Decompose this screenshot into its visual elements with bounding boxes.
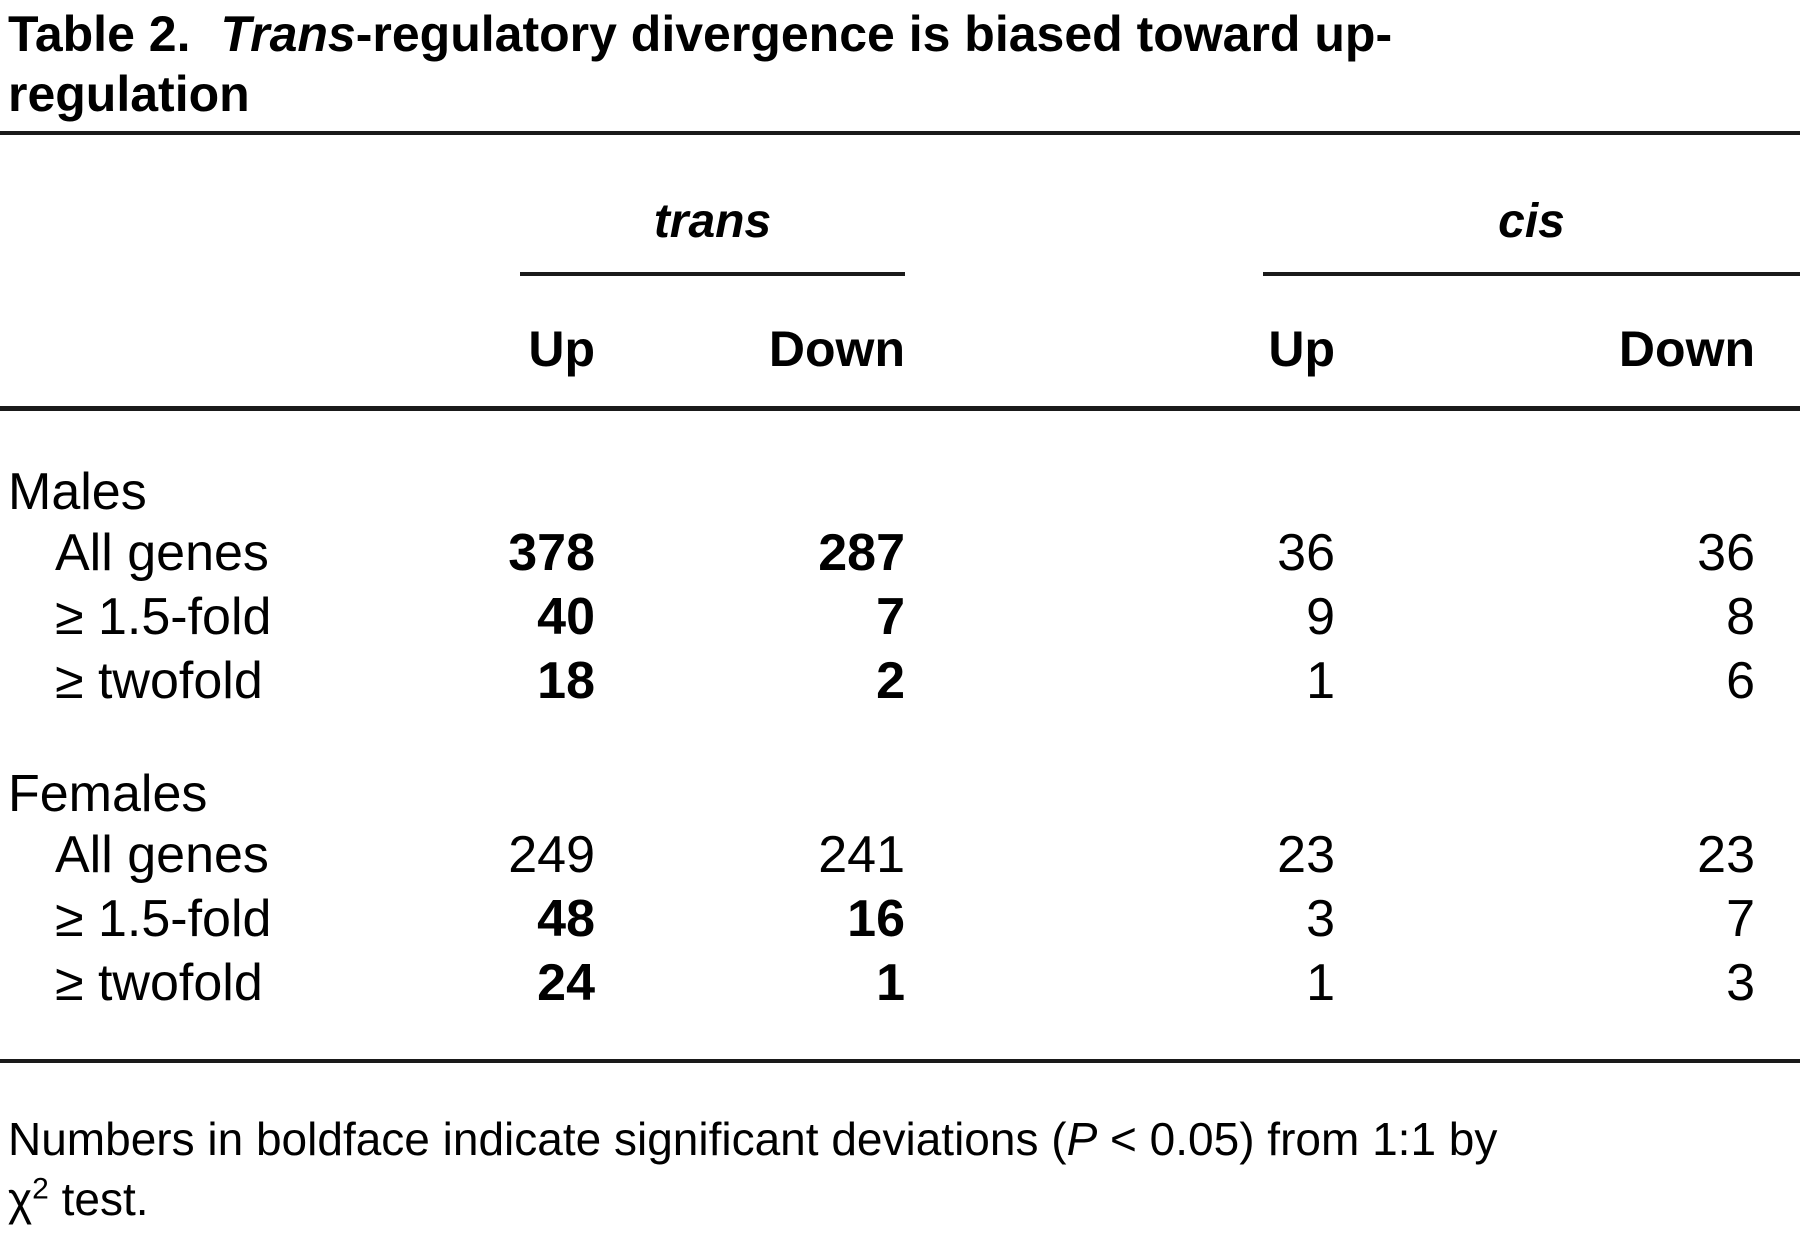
value-cell: 241 [818,825,905,884]
table-body: Males All genes 378 287 36 36 ≥ 1.5-fold 40 7 9 8 ≥… [0,408,1800,1015]
cis-group-header-cell: cis [950,135,1800,276]
value-cell: 23 [1277,825,1335,884]
section-header-row: Males [0,408,1800,521]
trans-down-header: Down [640,276,950,411]
row-label: ≥ 1.5-fold [55,889,272,948]
data-table: trans cis Up Down Up Down Males All genes… [0,135,1800,1015]
title-text-line1: -regulatory divergence is biased toward … [355,6,1393,62]
value-cell: 48 [537,889,595,948]
table-footnote: Numbers in boldface indicate significant… [0,1109,1800,1229]
value-cell: 23 [1697,825,1756,884]
value-cell: 2 [876,651,905,710]
value-cell: 8 [1726,587,1756,646]
value-cell: 9 [1306,587,1335,646]
trans-up-header: Up [440,276,640,411]
value-cell: 287 [818,523,905,582]
row-label: ≥ 1.5-fold [55,587,272,646]
table-row: All genes 249 241 23 23 [0,823,1800,887]
table-title: Table 2. Trans-regulatory divergence is b… [0,0,1800,135]
row-label: All genes [55,825,269,884]
cis-down-header: Down [1380,276,1800,411]
section-header-row: Females [0,713,1800,823]
footnote-chi-exponent: 2 [32,1172,49,1206]
section-label: Males [8,462,147,521]
value-cell: 6 [1726,651,1756,710]
value-cell: 36 [1697,523,1756,582]
value-cell: 16 [847,889,905,948]
value-cell: 3 [1306,889,1335,948]
footnote-p-symbol: P [1066,1112,1098,1165]
empty-subheader-cell [0,276,440,411]
cis-up-header: Up [950,276,1380,411]
value-cell: 40 [537,587,595,646]
footnote-chi-symbol: χ [8,1172,33,1225]
table-row: All genes 378 287 36 36 [0,521,1800,585]
trans-group-header-cell: trans [440,135,950,276]
value-cell: 3 [1726,953,1756,1012]
column-group-header-row: trans cis [0,135,1800,276]
value-cell: 24 [537,953,595,1012]
table-row: ≥ twofold 24 1 1 3 [0,951,1800,1015]
value-cell: 1 [876,953,905,1012]
value-cell: 249 [508,825,595,884]
cis-group-label: cis [1498,195,1565,248]
value-cell: 7 [876,587,905,646]
cis-group-header: cis [1263,194,1800,276]
trans-group-header: trans [520,194,905,276]
footnote-prefix: Numbers in boldface indicate significant… [8,1112,1067,1165]
row-label: All genes [55,523,269,582]
table-bottom-rule [0,1058,1800,1063]
table-row: ≥ 1.5-fold 40 7 9 8 [0,585,1800,649]
row-label: ≥ twofold [55,651,263,710]
value-cell: 1 [1306,953,1335,1012]
value-cell: 7 [1726,889,1756,948]
section-label: Females [8,764,208,823]
value-cell: 378 [508,523,595,582]
title-italic-word: Trans [220,6,356,62]
empty-header-cell [0,135,440,276]
column-subheader-row: Up Down Up Down [0,276,1800,411]
footnote-suffix: test. [48,1172,149,1225]
value-cell: 36 [1277,523,1335,582]
table-row: ≥ twofold 18 2 1 6 [0,649,1800,713]
table-number-label: Table 2. [8,6,191,62]
row-label: ≥ twofold [55,953,263,1012]
table-row: ≥ 1.5-fold 48 16 3 7 [0,887,1800,951]
title-text-line2: regulation [8,66,250,122]
footnote-condition: < 0.05) from 1:1 by [1097,1112,1498,1165]
trans-group-label: trans [653,195,772,248]
value-cell: 18 [537,651,595,710]
value-cell: 1 [1306,651,1335,710]
